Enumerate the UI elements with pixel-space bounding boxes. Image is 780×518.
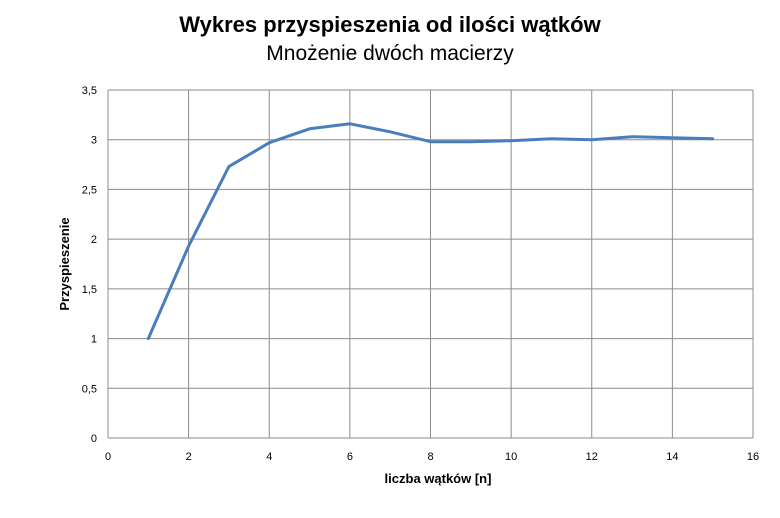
y-tick-label: 1 [91,334,97,346]
grid [107,89,754,439]
series-group [146,122,715,341]
y-tick-label: 1,5 [82,284,97,296]
chart-title: Wykres przyspieszenia od ilości wątków [179,12,601,37]
chart-subtitle: Mnożenie dwóch macierzy [266,42,514,65]
x-axis-label: liczba wątków [n] [385,471,492,486]
y-tick-label: 2,5 [82,184,97,196]
x-tick-label: 4 [266,451,272,463]
y-tick-label: 0 [91,433,97,445]
x-tick-label: 12 [586,451,598,463]
y-tick-label: 3 [91,135,97,147]
x-tick-label: 8 [427,451,433,463]
x-tick-labels: 0 2 4 6 8 10 12 14 16 [105,451,759,463]
x-tick-label: 10 [505,451,517,463]
x-tick-label: 16 [747,451,759,463]
y-tick-label: 0,5 [82,383,97,395]
x-tick-label: 14 [666,451,678,463]
y-tick-labels: 0 0,5 1 1,5 2 2,5 3 3,5 [82,85,97,445]
y-tick-label: 3,5 [82,85,97,97]
x-tick-label: 6 [347,451,353,463]
x-tick-label: 0 [105,451,111,463]
y-axis-label: Przyspieszenie [57,217,72,310]
x-tick-label: 2 [186,451,192,463]
y-tick-label: 2 [91,234,97,246]
